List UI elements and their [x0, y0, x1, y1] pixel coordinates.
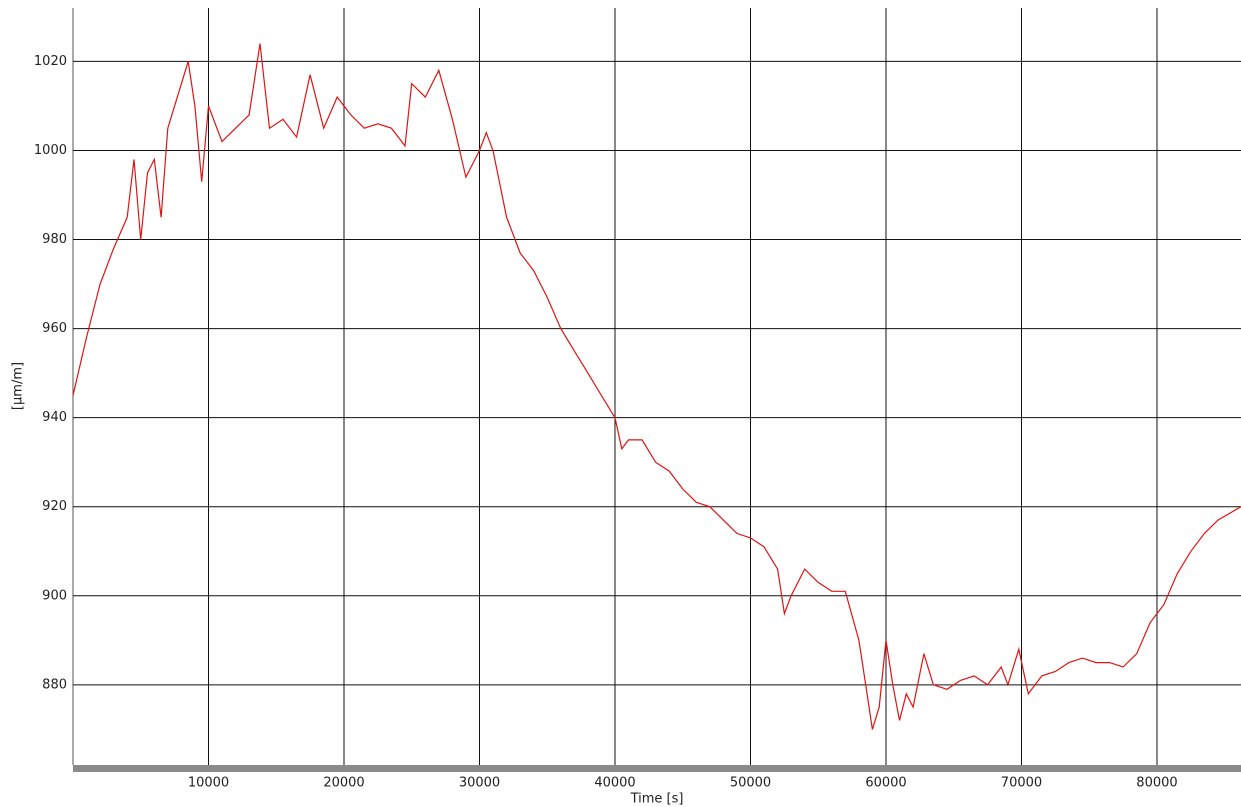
x-tick-label: 30000 [459, 776, 500, 791]
x-tick-label: 50000 [730, 776, 771, 791]
y-tick-label: 880 [42, 677, 67, 692]
x-axis-label: Time [s] [630, 792, 684, 807]
y-tick-label: 980 [42, 232, 67, 247]
x-tick-label: 10000 [188, 776, 229, 791]
y-tick-label: 1000 [34, 143, 67, 158]
y-axis-label: [µm/m] [11, 362, 26, 410]
y-tick-label: 940 [42, 410, 67, 425]
data-line [72, 43, 1241, 730]
y-tick-label: 1020 [34, 54, 67, 69]
x-axis-bar [73, 765, 1241, 772]
x-tick-label: 20000 [323, 776, 364, 791]
y-tick-label: 920 [42, 499, 67, 514]
x-tick-label: 60000 [865, 776, 906, 791]
x-tick-label: 40000 [594, 776, 635, 791]
x-tick-label: 80000 [1136, 776, 1177, 791]
y-tick-label: 960 [42, 321, 67, 336]
x-tick-label: 70000 [1001, 776, 1042, 791]
y-tick-label: 900 [42, 588, 67, 603]
